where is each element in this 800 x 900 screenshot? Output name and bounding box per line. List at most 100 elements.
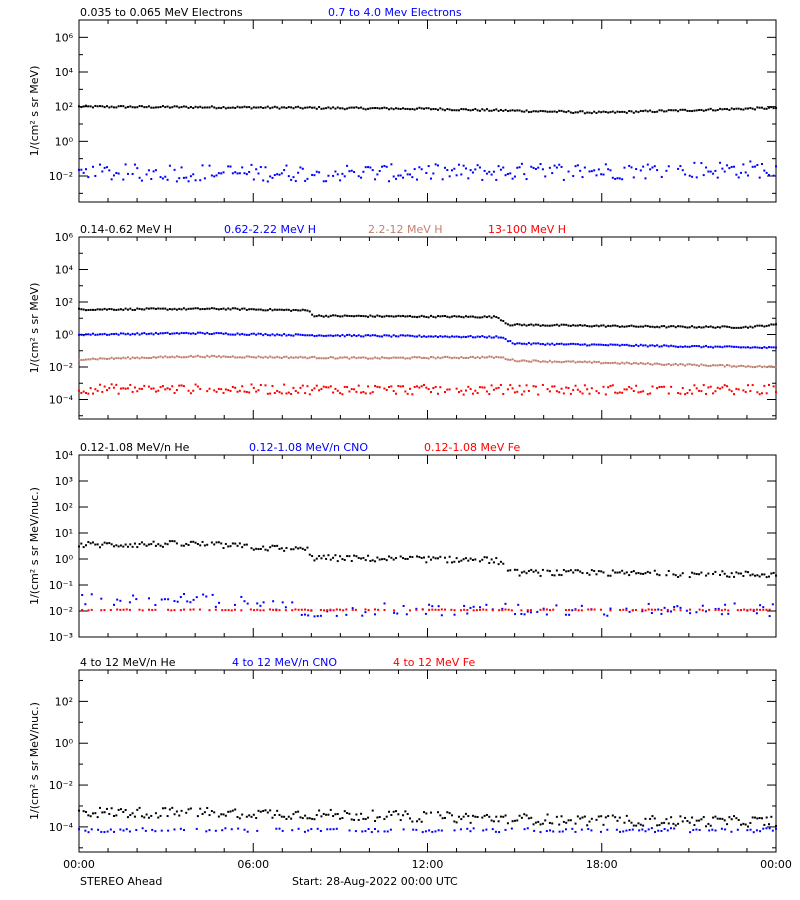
data-point [339, 392, 342, 395]
data-point [565, 570, 568, 573]
data-point [560, 323, 563, 326]
data-point [708, 829, 711, 832]
data-point [698, 389, 701, 392]
data-point [485, 390, 488, 393]
data-point [755, 612, 758, 615]
data-point [252, 356, 255, 359]
data-point [660, 363, 663, 366]
data-point [635, 384, 638, 387]
data-point [213, 106, 216, 109]
data-point [89, 333, 92, 336]
data-point [206, 106, 209, 109]
data-point [160, 598, 163, 601]
x-tick-label: 18:00 [586, 858, 618, 871]
data-point [271, 176, 274, 179]
data-point [299, 816, 302, 819]
data-point [649, 109, 652, 112]
data-point [609, 607, 612, 610]
data-point [304, 814, 307, 817]
data-point [602, 823, 605, 826]
data-point [695, 828, 698, 831]
data-point [523, 613, 526, 616]
data-point [569, 324, 572, 327]
data-point [539, 109, 542, 112]
data-point [255, 356, 258, 359]
data-point [644, 817, 647, 820]
data-point [541, 360, 544, 363]
data-point [469, 315, 472, 318]
data-point [176, 600, 179, 603]
data-point [530, 568, 533, 571]
data-point [357, 818, 360, 821]
data-point [220, 332, 223, 335]
data-point [441, 178, 444, 181]
data-point [552, 830, 555, 833]
data-point [609, 574, 612, 577]
data-point [187, 808, 190, 811]
data-point [89, 815, 92, 818]
data-point [599, 608, 602, 611]
data-point [455, 387, 458, 390]
data-point [597, 325, 600, 328]
data-point [269, 355, 272, 358]
data-point [80, 308, 83, 311]
data-point [215, 174, 218, 177]
data-point [371, 169, 374, 172]
data-point [520, 342, 523, 345]
data-point [525, 178, 528, 181]
data-point [115, 308, 118, 311]
data-point [497, 336, 500, 339]
data-point [600, 815, 603, 818]
data-point [299, 333, 302, 336]
data-point [271, 384, 274, 387]
data-point [297, 827, 300, 830]
data-point [716, 386, 719, 389]
data-point [450, 814, 453, 817]
data-point [595, 390, 598, 393]
data-point [695, 819, 698, 822]
data-point [551, 822, 554, 825]
data-point [411, 356, 414, 359]
data-point [124, 543, 127, 546]
data-point [581, 816, 584, 819]
data-point [737, 572, 740, 575]
data-point [281, 829, 284, 832]
data-point [122, 829, 125, 832]
data-point [112, 357, 115, 360]
data-point [159, 355, 162, 358]
data-point [733, 165, 736, 168]
data-point [194, 105, 197, 108]
data-point [586, 324, 589, 327]
data-point [420, 357, 423, 360]
data-point [520, 609, 523, 612]
data-point [549, 829, 552, 832]
data-point [220, 107, 223, 110]
data-point [429, 811, 432, 814]
data-point [154, 106, 157, 109]
data-point [546, 110, 549, 113]
data-point [150, 387, 153, 390]
data-point [581, 110, 584, 113]
data-point [236, 105, 239, 108]
data-point [457, 560, 460, 563]
data-point [744, 107, 747, 110]
data-point [143, 816, 146, 819]
data-point [217, 541, 220, 544]
data-point [462, 335, 465, 338]
data-point [166, 178, 169, 181]
data-point [166, 356, 169, 359]
data-point [215, 390, 218, 393]
data-point [241, 385, 244, 388]
data-point [283, 333, 286, 336]
data-point [590, 325, 593, 328]
data-point [301, 308, 304, 311]
data-point [108, 542, 111, 545]
data-point [469, 557, 472, 560]
data-point [747, 571, 750, 574]
data-point [698, 109, 701, 112]
data-point [222, 105, 225, 108]
data-point [418, 334, 421, 337]
data-point [530, 323, 533, 326]
data-point [479, 606, 482, 609]
data-point [214, 829, 217, 832]
